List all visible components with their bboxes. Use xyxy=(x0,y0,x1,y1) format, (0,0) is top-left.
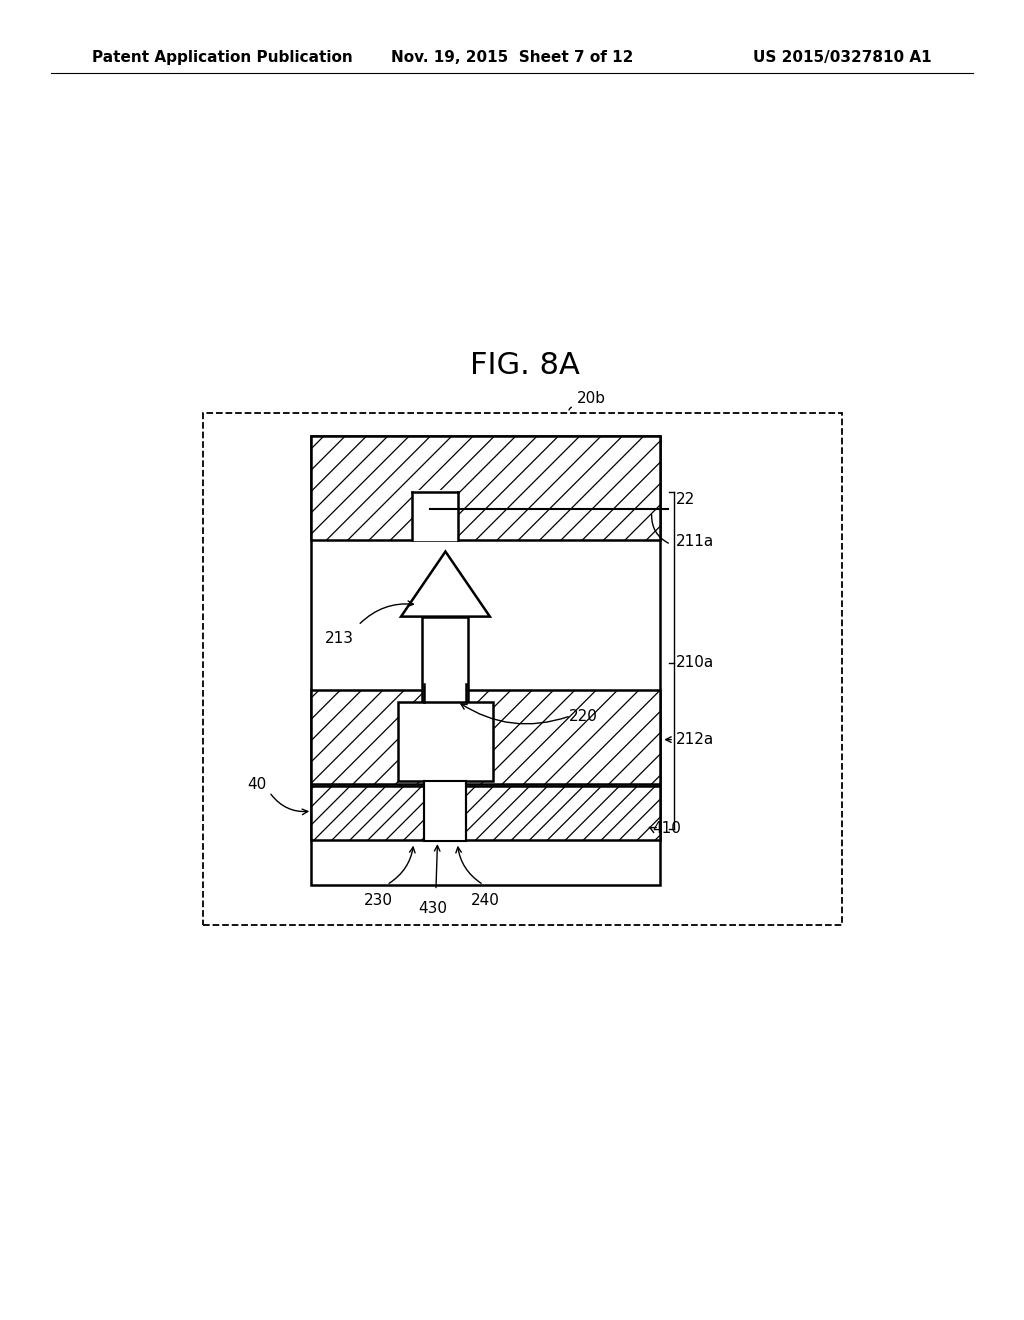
Text: 40: 40 xyxy=(247,776,266,792)
Text: 20b: 20b xyxy=(577,391,605,407)
Bar xyxy=(204,413,842,924)
Text: US 2015/0327810 A1: US 2015/0327810 A1 xyxy=(754,50,932,65)
Text: 210a: 210a xyxy=(676,655,714,671)
Bar xyxy=(310,785,659,840)
Text: 410: 410 xyxy=(652,821,681,836)
Text: 430: 430 xyxy=(418,900,447,916)
Bar xyxy=(310,437,659,884)
Text: Nov. 19, 2015  Sheet 7 of 12: Nov. 19, 2015 Sheet 7 of 12 xyxy=(391,50,633,65)
Bar xyxy=(423,616,468,718)
Text: 220: 220 xyxy=(569,709,598,725)
Bar xyxy=(310,437,659,540)
Bar xyxy=(425,784,466,841)
Bar xyxy=(397,701,494,781)
Text: 211a: 211a xyxy=(676,535,714,549)
Text: 22: 22 xyxy=(676,492,695,507)
Bar xyxy=(310,690,659,784)
Bar xyxy=(310,437,659,540)
Text: 212a: 212a xyxy=(676,733,714,747)
Text: 230: 230 xyxy=(365,892,393,908)
Bar xyxy=(425,781,466,841)
Text: FIG. 8A: FIG. 8A xyxy=(470,351,580,380)
Bar xyxy=(310,690,659,784)
Bar xyxy=(412,490,458,541)
Text: 213: 213 xyxy=(325,631,354,647)
Text: 240: 240 xyxy=(471,892,500,908)
Bar xyxy=(310,785,659,840)
Bar xyxy=(310,785,659,840)
Bar xyxy=(310,437,659,540)
Polygon shape xyxy=(401,552,489,616)
Bar xyxy=(310,690,659,784)
Text: Patent Application Publication: Patent Application Publication xyxy=(92,50,353,65)
